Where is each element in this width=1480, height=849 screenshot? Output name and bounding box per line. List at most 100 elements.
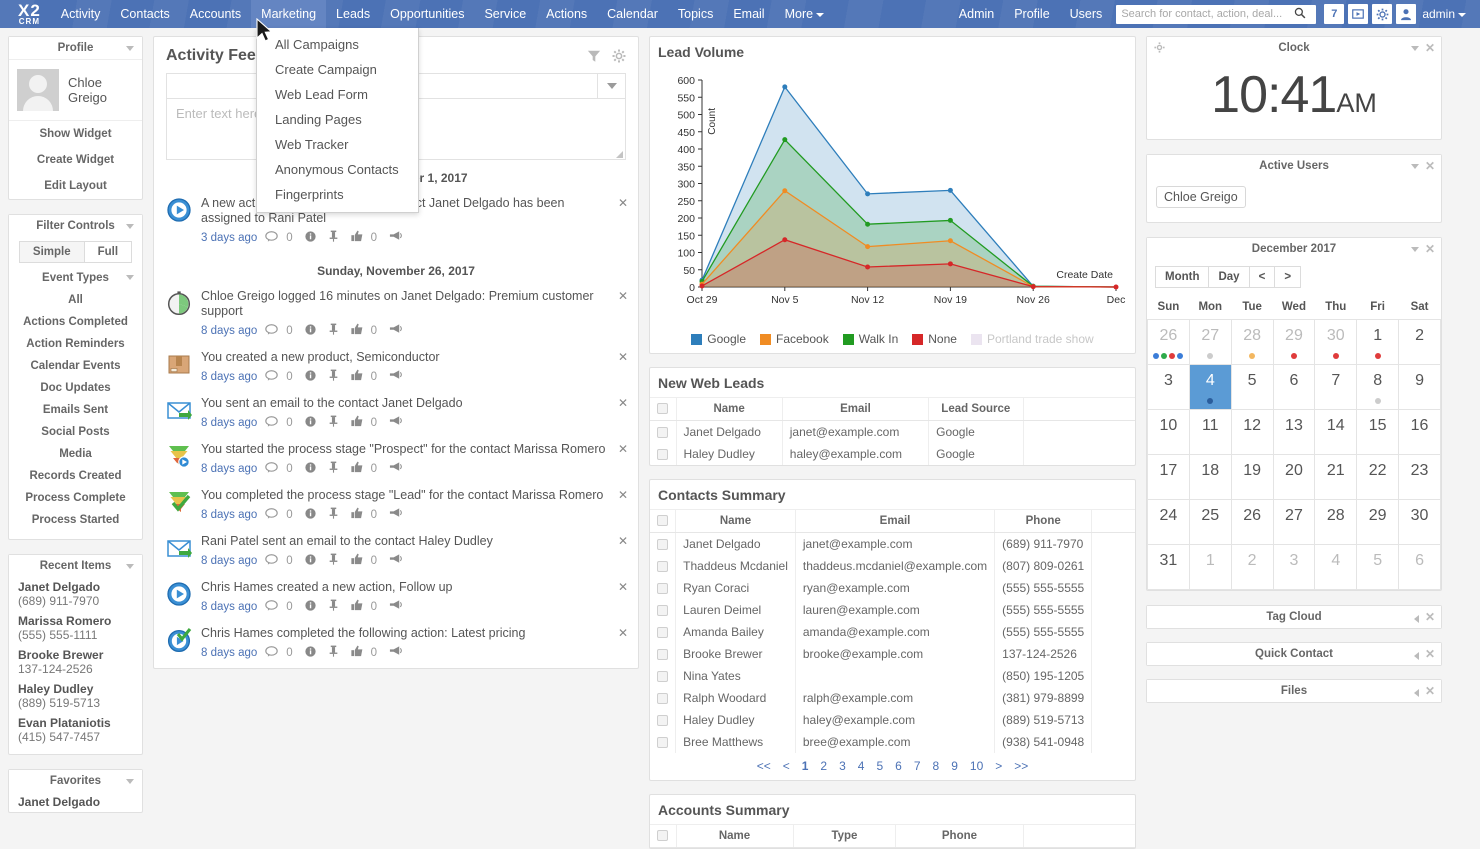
info-icon[interactable] xyxy=(305,553,316,568)
calendar-day-cell[interactable]: 26 xyxy=(1147,319,1190,365)
column-header-name[interactable]: Name xyxy=(676,397,783,421)
calendar-day-cell[interactable]: 31 xyxy=(1147,544,1190,590)
legend-item-walk-in[interactable]: Walk In xyxy=(842,332,898,346)
calendar-day-cell[interactable]: 3 xyxy=(1147,364,1190,410)
gear-icon[interactable] xyxy=(1154,42,1165,56)
table-row[interactable]: Amanda Bailey amanda@example.com (555) 555… xyxy=(650,621,1135,643)
collapse-chevron-icon[interactable] xyxy=(126,46,134,51)
row-checkbox-cell[interactable] xyxy=(650,577,677,599)
expand-chevron-icon[interactable] xyxy=(1414,652,1419,660)
legend-item-none[interactable]: None xyxy=(912,332,957,346)
calendar-day-cell[interactable]: 4 xyxy=(1314,544,1358,590)
nav-item-leads[interactable]: Leads xyxy=(336,7,371,21)
recent-item[interactable]: Janet Delgado (689) 911-7970 xyxy=(9,577,142,611)
like-icon[interactable] xyxy=(351,323,363,338)
close-icon[interactable]: ✕ xyxy=(1424,41,1435,55)
feed-event-timestamp[interactable]: 8 days ago xyxy=(201,554,258,567)
collapse-chevron-icon[interactable] xyxy=(126,224,134,229)
column-header-lead-source[interactable]: Lead Source xyxy=(928,397,1024,421)
comment-icon[interactable] xyxy=(265,369,279,384)
row-checkbox[interactable] xyxy=(657,693,669,705)
comment-icon[interactable] xyxy=(265,230,279,245)
select-all-checkbox[interactable] xyxy=(657,830,669,842)
feed-event-timestamp[interactable]: 8 days ago xyxy=(201,600,258,613)
x2crm-logo[interactable]: X2 CRM xyxy=(0,2,51,26)
like-icon[interactable] xyxy=(351,415,363,430)
event-type-media[interactable]: Media xyxy=(59,448,92,460)
close-icon[interactable]: ✕ xyxy=(617,442,628,456)
nav-item-opportunities[interactable]: Opportunities xyxy=(390,7,465,21)
close-icon[interactable]: ✕ xyxy=(1424,684,1435,698)
info-icon[interactable] xyxy=(305,369,316,384)
calendar-day-cell[interactable]: 23 xyxy=(1398,454,1441,500)
row-checkbox-cell[interactable] xyxy=(650,709,677,731)
table-row[interactable]: Ralph Woodard ralph@example.com (381) 979-… xyxy=(650,687,1135,709)
calendar-day-cell[interactable]: 3 xyxy=(1272,544,1316,590)
row-checkbox[interactable] xyxy=(657,737,669,749)
menu-item-create-campaign[interactable]: Create Campaign xyxy=(275,62,377,77)
pin-icon[interactable] xyxy=(328,553,339,568)
pagination-last[interactable]: >> xyxy=(1014,759,1029,773)
calendar-day-cell[interactable]: 17 xyxy=(1147,454,1190,500)
comment-icon[interactable] xyxy=(265,507,279,522)
pin-icon[interactable] xyxy=(328,645,339,660)
row-checkbox[interactable] xyxy=(657,605,669,617)
legend-item-portland-trade-show[interactable]: Portland trade show xyxy=(970,332,1094,346)
nav-item-activity[interactable]: Activity xyxy=(60,7,101,21)
feed-event-timestamp[interactable]: 8 days ago xyxy=(201,508,258,521)
nav-link-admin[interactable]: Admin xyxy=(958,7,995,21)
row-checkbox-cell[interactable] xyxy=(650,665,677,687)
pagination-page-5[interactable]: 5 xyxy=(876,759,884,773)
recent-item[interactable]: Haley Dudley (889) 519-5713 xyxy=(9,679,142,713)
calendar-day-cell[interactable]: 19 xyxy=(1230,454,1274,500)
pin-icon[interactable] xyxy=(328,415,339,430)
menu-item-web-tracker[interactable]: Web Tracker xyxy=(275,137,349,152)
recent-item[interactable]: Marissa Romero (555) 555-1111 xyxy=(9,611,142,645)
pagination-page-2[interactable]: 2 xyxy=(820,759,828,773)
comment-icon[interactable] xyxy=(265,323,279,338)
close-icon[interactable]: ✕ xyxy=(1424,647,1435,661)
calendar-controls[interactable]: Month Day < > xyxy=(1147,260,1441,298)
pin-icon[interactable] xyxy=(328,599,339,614)
collapse-chevron-icon[interactable] xyxy=(1411,247,1419,252)
event-type-actions-completed[interactable]: Actions Completed xyxy=(23,316,128,328)
close-icon[interactable]: ✕ xyxy=(617,580,628,594)
calendar-day-cell[interactable]: 9 xyxy=(1398,364,1441,410)
gear-icon[interactable] xyxy=(1372,4,1393,24)
calendar-day-cell[interactable]: 1 xyxy=(1188,544,1232,590)
admin-user-menu[interactable]: admin xyxy=(1416,7,1480,21)
collapse-chevron-icon[interactable] xyxy=(1411,46,1419,51)
broadcast-icon[interactable] xyxy=(389,507,402,522)
calendar-next-button[interactable]: > xyxy=(1275,266,1302,288)
comment-icon[interactable] xyxy=(265,645,279,660)
table-row[interactable]: Haley Dudley haley@example.com (889) 519-5… xyxy=(650,709,1135,731)
nav-link-profile[interactable]: Profile xyxy=(1014,7,1050,21)
calendar-day-cell[interactable]: 13 xyxy=(1272,409,1316,455)
calendar-day-cell[interactable]: 29 xyxy=(1356,499,1400,545)
column-header-type[interactable]: Type xyxy=(793,824,897,848)
pagination-page-6[interactable]: 6 xyxy=(895,759,902,773)
row-checkbox[interactable] xyxy=(657,671,669,683)
calendar-day-cell[interactable]: 16 xyxy=(1398,409,1441,455)
broadcast-icon[interactable] xyxy=(389,369,402,384)
nav-item-marketing[interactable]: Marketing xyxy=(251,0,327,28)
row-checkbox-cell[interactable] xyxy=(650,532,677,555)
nav-item-accounts[interactable]: Accounts xyxy=(189,7,242,21)
calendar-day-cell[interactable]: 30 xyxy=(1398,499,1441,545)
row-checkbox[interactable] xyxy=(657,427,669,439)
broadcast-icon[interactable] xyxy=(389,230,402,245)
nav-item-topics[interactable]: Topics xyxy=(677,7,714,21)
calendar-day-cell[interactable]: 21 xyxy=(1314,454,1358,500)
pagination-next[interactable]: > xyxy=(995,759,1003,773)
pin-icon[interactable] xyxy=(328,507,339,522)
contacts-pagination[interactable]: << <1 2 3 4 5 6 7 8 9 10 > >> xyxy=(650,753,1135,780)
calendar-day-cell[interactable]: 22 xyxy=(1356,454,1400,500)
favorite-item[interactable]: Janet Delgado xyxy=(9,792,142,812)
calendar-day-cell[interactable]: 6 xyxy=(1398,544,1441,590)
calendar-day-cell[interactable]: 7 xyxy=(1314,364,1358,410)
nav-item-contacts[interactable]: Contacts xyxy=(120,7,170,21)
profile-link-show-widget[interactable]: Show Widget xyxy=(39,128,112,140)
menu-item-landing-pages[interactable]: Landing Pages xyxy=(275,112,362,127)
event-type-emails-sent[interactable]: Emails Sent xyxy=(42,404,109,416)
event-type-process-complete[interactable]: Process Complete xyxy=(25,492,126,504)
